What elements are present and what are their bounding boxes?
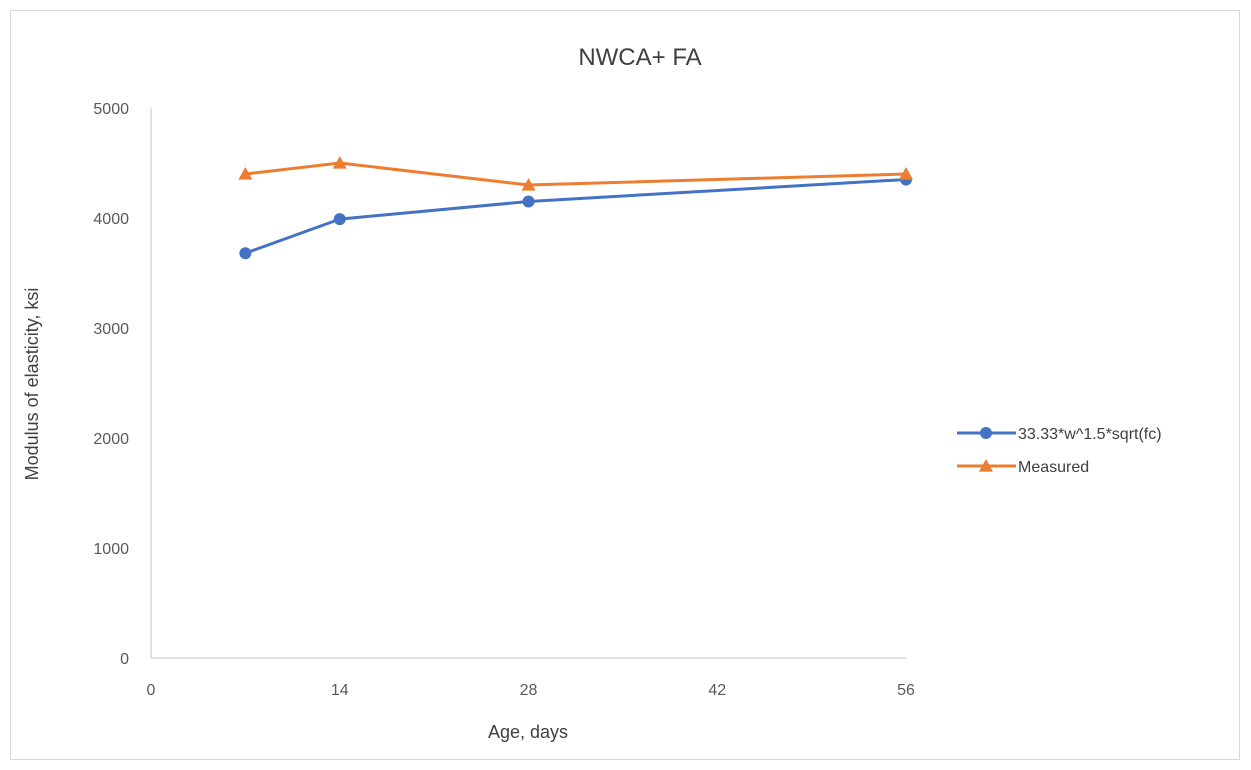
data-point [333,213,346,226]
y-tick-label: 2000 [93,431,129,448]
x-tick-label: 28 [520,682,538,699]
legend-item: Measured [957,459,1089,476]
data-point [899,167,913,180]
y-tick-labels: 0 1000 2000 3000 4000 5000 [93,101,129,668]
x-tick-labels: 0 14 28 42 56 [147,682,915,699]
x-axis-label: Age, days [488,722,568,742]
data-point [238,167,253,180]
data-point [521,178,536,191]
y-tick-label: 5000 [93,101,129,118]
series-line [245,161,907,187]
legend-marker [979,459,993,472]
y-tick-label: 4000 [93,211,129,228]
x-tick-label: 42 [708,682,726,699]
data-point [239,247,252,260]
y-axis-label: Modulus of elasticity, ksi [22,288,42,481]
y-tick-label: 3000 [93,321,129,338]
series-0 [239,173,912,260]
x-tick-label: 56 [897,682,915,699]
chart-title: NWCA+ FA [578,44,701,71]
series-line [244,178,907,255]
y-tick-label: 1000 [93,541,129,558]
legend-item: 33.33*w^1.5*sqrt(fc) [957,426,1162,443]
y-tick-label: 0 [120,651,129,668]
series-layer [238,156,913,260]
data-point [332,156,347,169]
x-tick-label: 14 [331,682,349,699]
legend-label: 33.33*w^1.5*sqrt(fc) [1018,426,1162,443]
x-tick-label: 0 [147,682,156,699]
legend: 33.33*w^1.5*sqrt(fc) Measured [957,426,1162,476]
chart-frame [10,10,1240,760]
data-point [522,195,535,208]
legend-marker [980,427,992,439]
legend-label: Measured [1018,459,1089,476]
series-1 [238,156,913,191]
